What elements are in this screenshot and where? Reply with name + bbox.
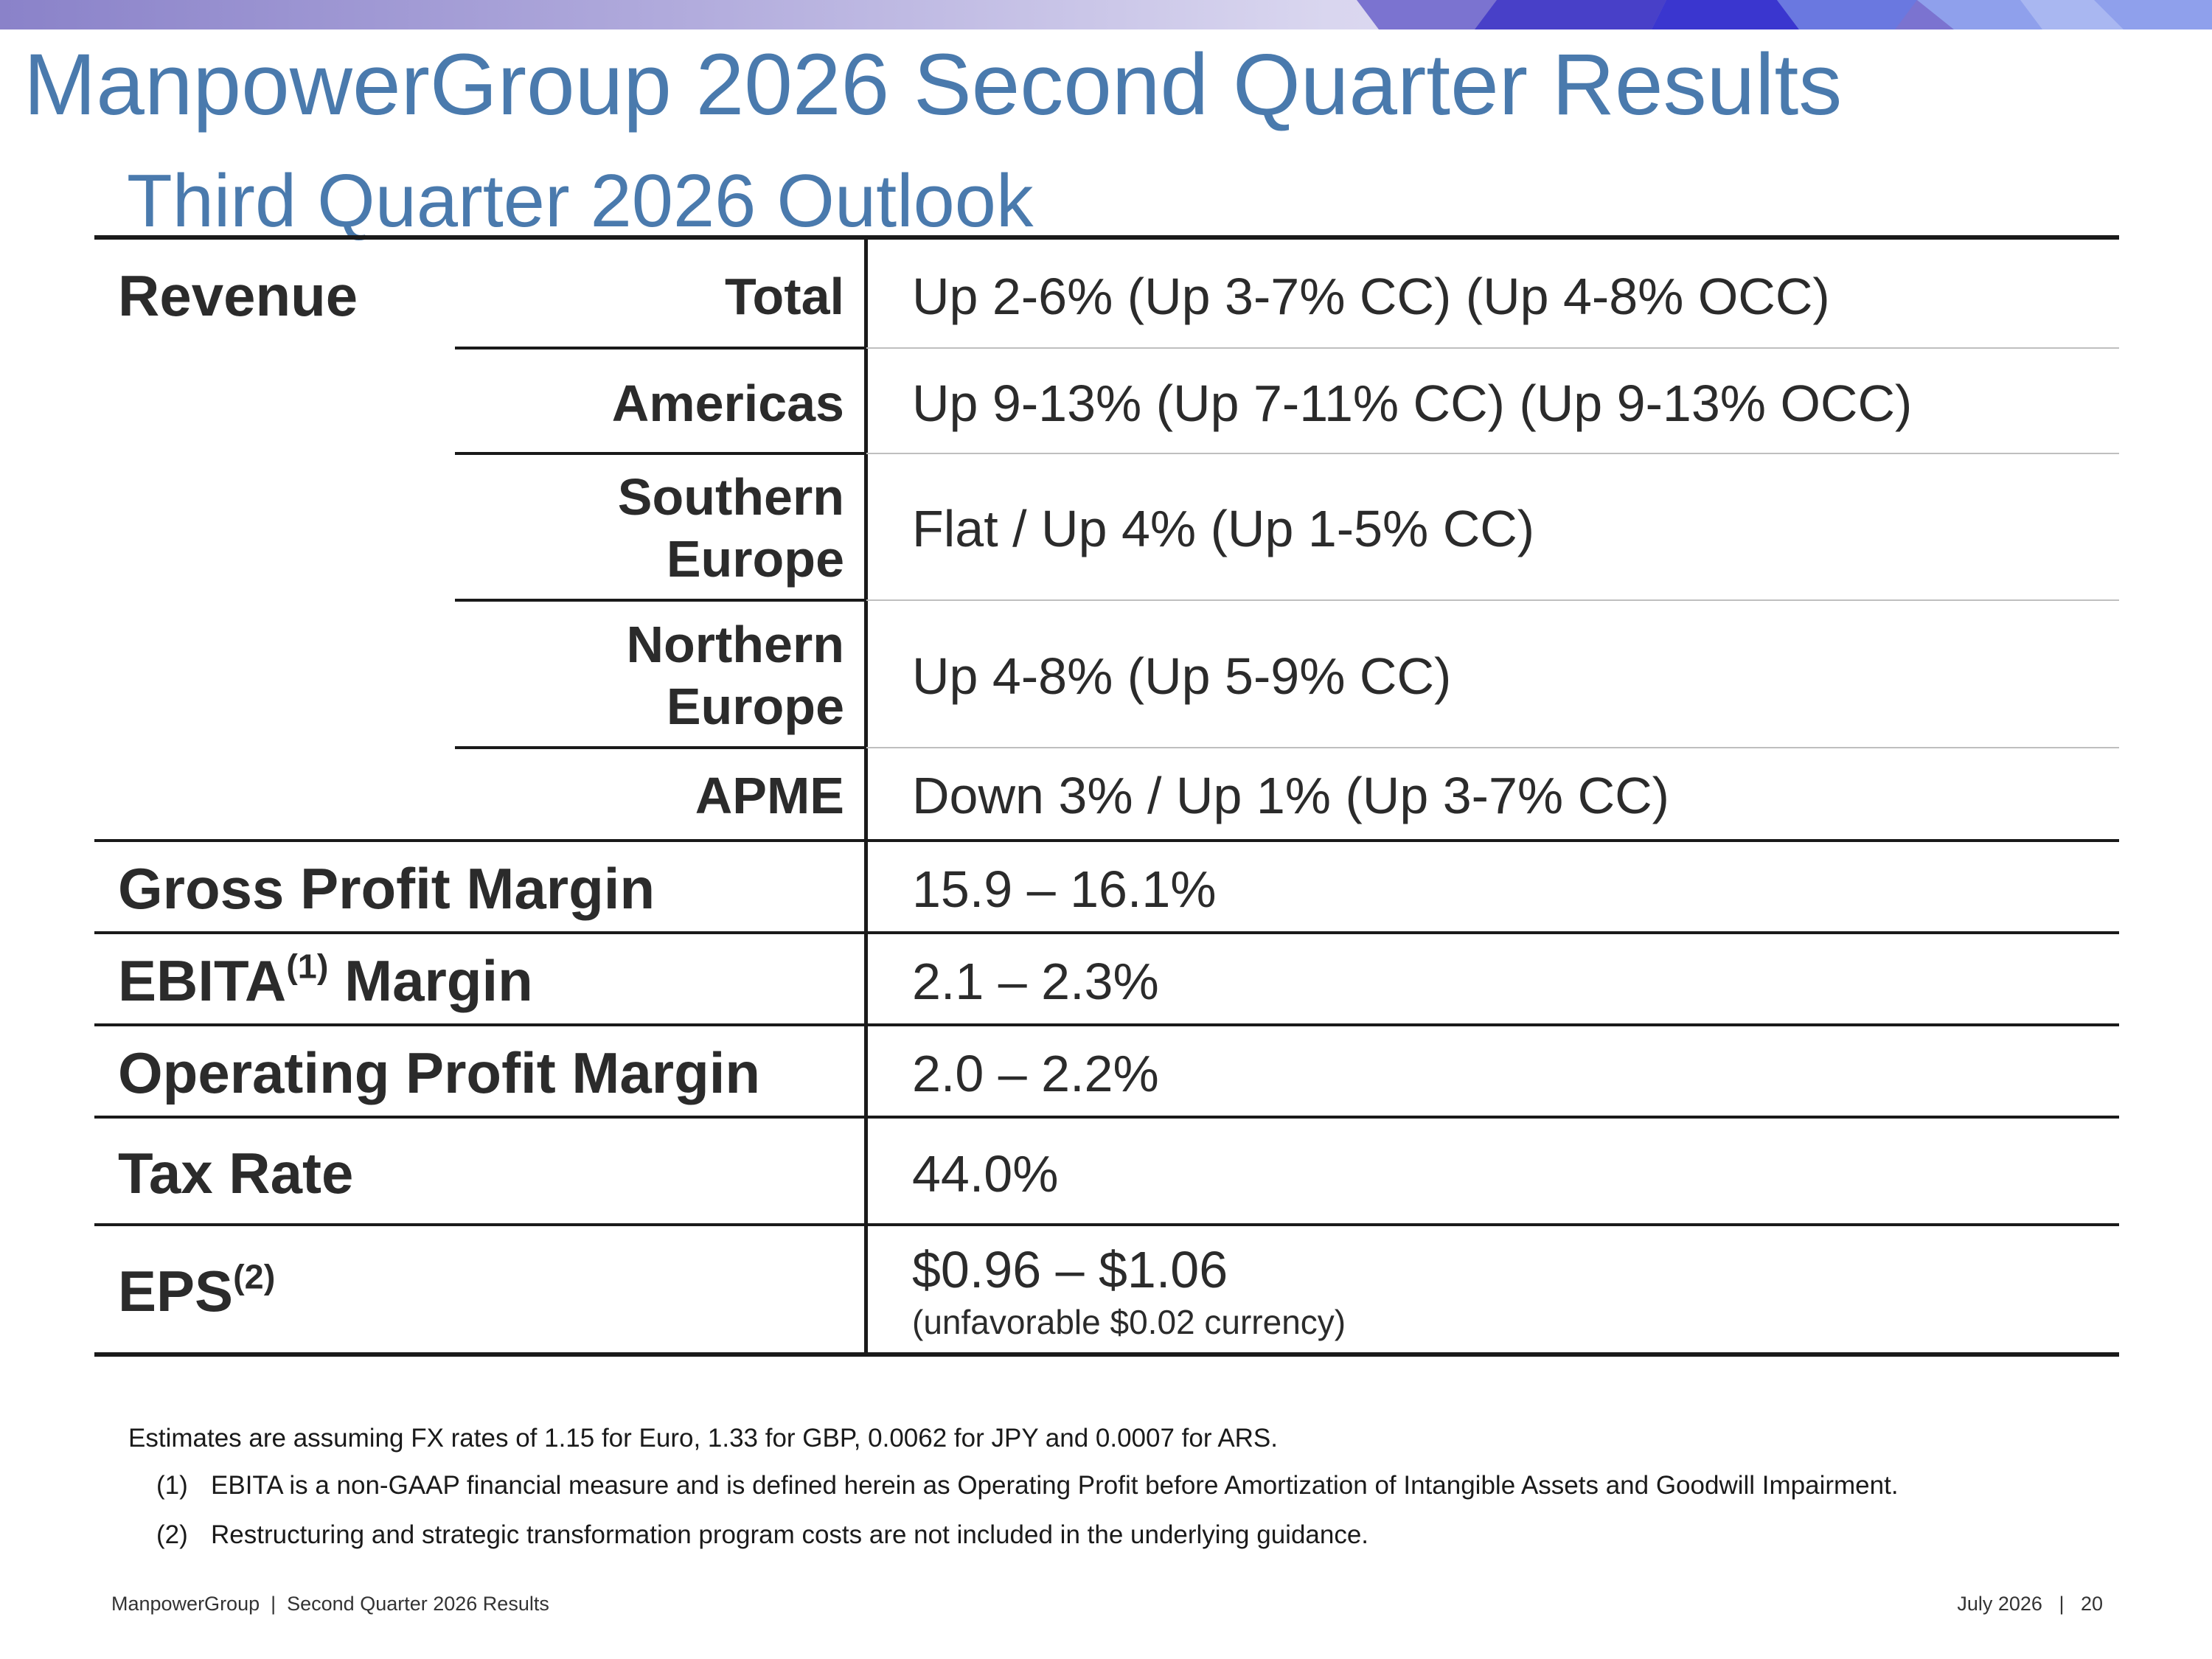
revenue-value-rule-4 xyxy=(866,747,2119,748)
row-rule-operating xyxy=(94,1023,2119,1026)
table-top-rule xyxy=(94,235,2119,240)
operating-profit-label: Operating Profit Margin xyxy=(118,1040,761,1105)
region-northern-europe-value: Up 4-8% (Up 5-9% CC) xyxy=(912,647,1452,705)
region-total-value: Up 2-6% (Up 3-7% CC) (Up 4-8% OCC) xyxy=(912,268,1830,325)
footer-left: ManpowerGroup | Second Quarter 2026 Resu… xyxy=(111,1593,549,1615)
operating-profit-value: 2.0 – 2.2% xyxy=(912,1045,1159,1102)
region-southern-europe-line1: Southern xyxy=(617,468,844,526)
row-rule-gross-profit xyxy=(94,839,2119,842)
revenue-rule-2 xyxy=(455,452,866,455)
eps-label-text: EPS xyxy=(118,1259,234,1324)
revenue-value-rule-1 xyxy=(866,347,2119,349)
top-decorative-band xyxy=(0,0,2212,29)
page-subtitle: Third Quarter 2026 Outlook xyxy=(127,160,1034,243)
row-rule-ebita xyxy=(94,931,2119,934)
region-northern-europe-line1: Northern xyxy=(626,616,844,673)
revenue-rule-3 xyxy=(455,599,866,602)
footnote-1-marker: (1) xyxy=(156,1471,188,1500)
region-southern-europe-value: Flat / Up 4% (Up 1-5% CC) xyxy=(912,500,1535,557)
gross-profit-value: 15.9 – 16.1% xyxy=(912,860,1217,918)
region-southern-europe-label: Southern Europe xyxy=(618,466,844,590)
footnote-2-text: Restructuring and strategic transformati… xyxy=(211,1520,1369,1549)
table-bottom-rule xyxy=(94,1352,2119,1357)
revenue-rule-1 xyxy=(455,347,866,349)
eps-label: EPS(2) xyxy=(118,1257,275,1326)
ebita-label: EBITA(1) Margin xyxy=(118,947,533,1016)
region-apme-value: Down 3% / Up 1% (Up 3-7% CC) xyxy=(912,767,1669,824)
revenue-value-rule-3 xyxy=(866,599,2119,601)
revenue-label: Revenue xyxy=(118,263,358,328)
row-rule-tax xyxy=(94,1116,2119,1119)
region-northern-europe-label: Northern Europe xyxy=(626,613,844,737)
footnote-2-marker: (2) xyxy=(156,1520,188,1549)
ebita-label-suffix: Margin xyxy=(328,948,533,1013)
footer-right: July 2026 | 20 xyxy=(1957,1593,2103,1615)
region-total-label: Total xyxy=(724,268,844,325)
revenue-value-rule-2 xyxy=(866,453,2119,454)
footnote-1-text: EBITA is a non-GAAP financial measure an… xyxy=(211,1471,1899,1500)
region-southern-europe-line2: Europe xyxy=(666,530,844,588)
footnote-intro: Estimates are assuming FX rates of 1.15 … xyxy=(128,1424,1279,1453)
eps-value: $0.96 – $1.06 xyxy=(912,1241,1228,1298)
region-northern-europe-line2: Europe xyxy=(666,678,844,735)
eps-note: (unfavorable $0.02 currency) xyxy=(912,1303,1346,1341)
tax-rate-label: Tax Rate xyxy=(118,1141,354,1206)
page-title: ManpowerGroup 2026 Second Quarter Result… xyxy=(24,36,1843,133)
region-americas-label: Americas xyxy=(611,375,844,432)
revenue-rule-4 xyxy=(455,746,866,749)
row-rule-eps xyxy=(94,1223,2119,1226)
gross-profit-label: Gross Profit Margin xyxy=(118,856,655,921)
tax-rate-value: 44.0% xyxy=(912,1145,1059,1203)
eps-footnote-ref: (2) xyxy=(233,1257,276,1296)
ebita-value: 2.1 – 2.3% xyxy=(912,953,1159,1010)
ebita-label-text: EBITA xyxy=(118,948,287,1013)
table-column-divider xyxy=(864,237,868,1356)
ebita-footnote-ref: (1) xyxy=(286,947,329,986)
region-apme-label: APME xyxy=(695,767,844,824)
region-americas-value: Up 9-13% (Up 7-11% CC) (Up 9-13% OCC) xyxy=(912,375,1913,432)
band-shapes xyxy=(1357,0,2212,29)
